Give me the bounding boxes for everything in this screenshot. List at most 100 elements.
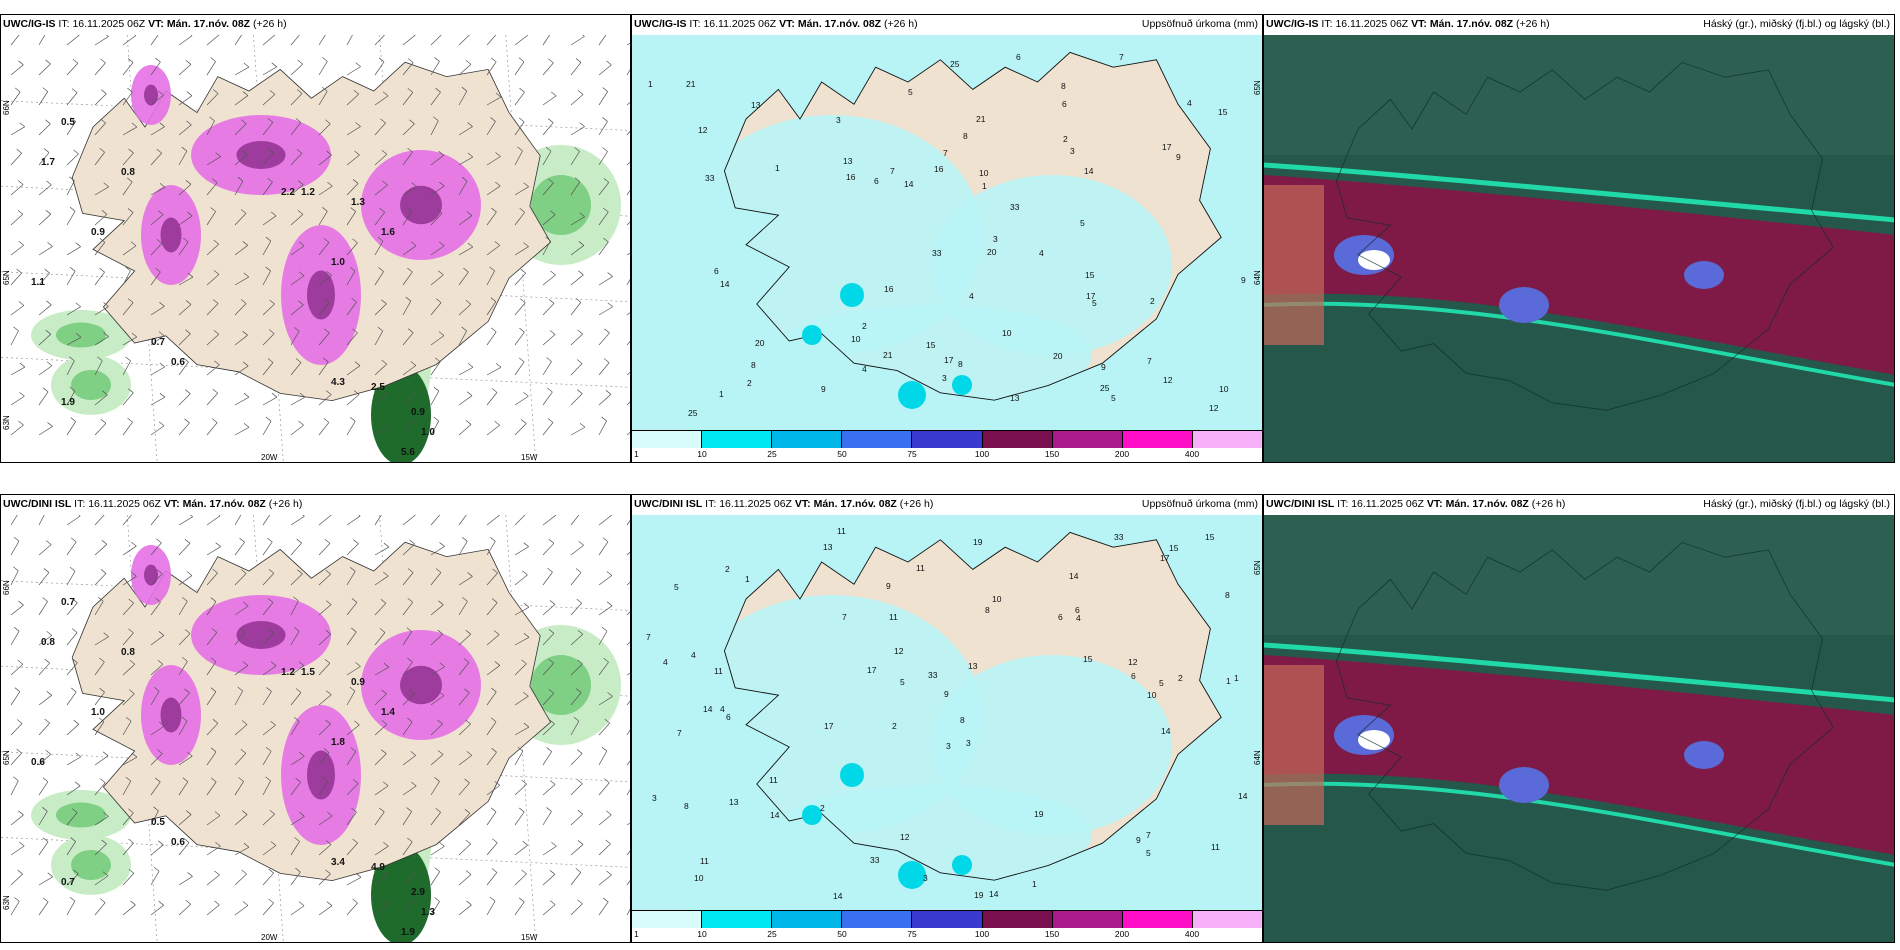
precip-value-label: 15 — [1169, 543, 1179, 553]
precip-value-label: 0.6 — [171, 837, 185, 848]
precip-value-label: 8 — [751, 360, 756, 370]
precip-value-label: 8 — [960, 715, 965, 725]
precip-patch — [772, 785, 1092, 885]
precip-value-label: 13 — [843, 156, 853, 166]
precip-value-label: 11 — [1211, 842, 1220, 852]
precip-spot — [840, 763, 864, 787]
precip-value-label: 2 — [1150, 296, 1155, 306]
precip-legend: 1 10 25 50 75 100 150 200 400 — [632, 910, 1262, 942]
legend-tick-label: 150 — [1044, 929, 1060, 939]
precip-value-label: 19 — [974, 890, 984, 900]
precip-value-label: 15 — [1083, 654, 1093, 664]
precip-value-label: 7 — [943, 148, 948, 158]
precip-value-label: 6 — [874, 176, 879, 186]
model-name: UWC/DINI ISL — [3, 498, 72, 510]
precip-value-label: 1.2 — [281, 667, 295, 678]
legend-swatch — [1052, 431, 1123, 448]
precip-value-label: 11 — [714, 666, 723, 676]
precip-patch — [682, 595, 982, 835]
precip-value-label: 20 — [755, 338, 765, 348]
precip-value-label: 14 — [1069, 571, 1079, 581]
precip-spot — [898, 381, 926, 409]
precip-value-label: 20 — [1053, 351, 1063, 361]
precip-value-label: 3 — [942, 373, 947, 383]
precip-value-label: 7 — [842, 612, 847, 622]
precip-value-label: 6 — [1131, 671, 1136, 681]
low-cloud-patch — [1684, 741, 1724, 769]
lat-label: 65N — [2, 750, 11, 765]
model-name: UWC/DINI ISL — [634, 498, 703, 510]
legend-tick-label: 1 — [634, 449, 639, 459]
it-label: IT: — [1321, 18, 1333, 30]
precip-value-label: 12 — [1209, 403, 1219, 413]
legend-tick-labels: 1 10 25 50 75 100 150 200 400 — [632, 449, 1262, 461]
precip-value-label: 17 — [1162, 142, 1172, 152]
precip-value-label: 33 — [705, 173, 715, 183]
legend-swatch — [842, 911, 913, 928]
precip-value-label: 1.5 — [301, 667, 315, 678]
iceland-coastline — [1335, 61, 1834, 411]
cloud-panel-igis: UWC/IG-IS IT: 16.11.2025 06Z VT: Mán. 17… — [1263, 14, 1895, 463]
precip-value-label: 6 — [1062, 99, 1067, 109]
precip-value-label: 2 — [862, 321, 867, 331]
legend-tick-label: 150 — [1044, 449, 1060, 459]
precip-value-label: 13 — [751, 100, 761, 110]
low-cloud-west — [1264, 185, 1324, 345]
precip-value-label: 15 — [926, 340, 936, 350]
legend-tick-label: 400 — [1184, 449, 1200, 459]
precip-value-label: 5 — [908, 87, 913, 97]
precip-value-label: 33 — [1010, 202, 1020, 212]
precip-value-label: 4.9 — [371, 862, 385, 873]
precip-value-label: 14 — [989, 889, 999, 899]
legend-swatch — [912, 431, 983, 448]
map-canvas: 0.5 0.8 1.2 2.2 1.3 1.6 1.0 0.9 0.6 0.7 4.3 2.5 0.9 1… — [1, 35, 630, 462]
it-label: IT: — [1337, 498, 1349, 510]
precip-value-label: 4 — [691, 650, 696, 660]
accum-precip-panel-dini: UWC/DINI ISL IT: 16.11.2025 06Z VT: Mán.… — [631, 494, 1263, 943]
legend-tick-label: 75 — [907, 929, 917, 939]
it-label: IT: — [705, 498, 717, 510]
precip-value-label: 2 — [1178, 673, 1183, 683]
legend-swatch — [982, 431, 1053, 448]
precip-value-label: 0.9 — [411, 407, 425, 418]
precip-value-label: 33 — [928, 670, 938, 680]
precip-value-label: 3 — [836, 115, 841, 125]
precip-value-label: 0.9 — [351, 677, 365, 688]
precip-value-label: 12 — [900, 832, 910, 842]
precip-value-label: 14 — [833, 891, 843, 901]
legend-color-bar — [632, 910, 1262, 928]
precip-value-label: 3 — [1070, 146, 1075, 156]
vt-label: VT: — [779, 18, 795, 30]
legend-swatch — [772, 431, 843, 448]
model-name: UWC/IG-IS — [1266, 18, 1319, 30]
panel-header: UWC/IG-IS IT: 16.11.2025 06Z VT: Mán. 17… — [1264, 15, 1894, 35]
precip-value-label: 9 — [1176, 152, 1181, 162]
cloud-edge-north — [1264, 162, 1894, 223]
precip-value-label: 0.7 — [61, 877, 75, 888]
precip-value-label: 2 — [725, 564, 730, 574]
legend-swatch — [772, 911, 843, 928]
legend-swatch — [1052, 911, 1123, 928]
precip-value-label: 12 — [1163, 375, 1173, 385]
model-name: UWC/DINI ISL — [1266, 498, 1335, 510]
lat-label: 65N — [2, 270, 11, 285]
precip-value-label: 0.7 — [151, 337, 165, 348]
vt-value: Mán. 17.nóv. 08Z — [166, 18, 251, 30]
lon-label: 15W — [521, 933, 538, 942]
precip-value-label: 1.0 — [421, 427, 435, 438]
precip-value-label: 4 — [1039, 248, 1044, 258]
overlap-cloud-patch — [1358, 250, 1390, 270]
wind-barbs — [10, 515, 630, 916]
precip-value-label: 8 — [958, 359, 963, 369]
overlap-cloud-patch — [1358, 730, 1390, 750]
panel-subtitle: Uppsöfnuð úrkoma (mm) — [1141, 498, 1258, 510]
panel-header: UWC/DINI ISL IT: 16.11.2025 06Z VT: Mán.… — [632, 495, 1262, 515]
precip-value-label: 1 — [719, 389, 724, 399]
legend-tick-label: 200 — [1114, 929, 1130, 939]
precip-value-label: 33 — [932, 248, 942, 258]
lead-time: (+26 h) — [1516, 18, 1550, 30]
precip-value-label: 15 — [1205, 532, 1215, 542]
precip-value-label: 5 — [900, 677, 905, 687]
precip-value-label: 8 — [684, 801, 689, 811]
